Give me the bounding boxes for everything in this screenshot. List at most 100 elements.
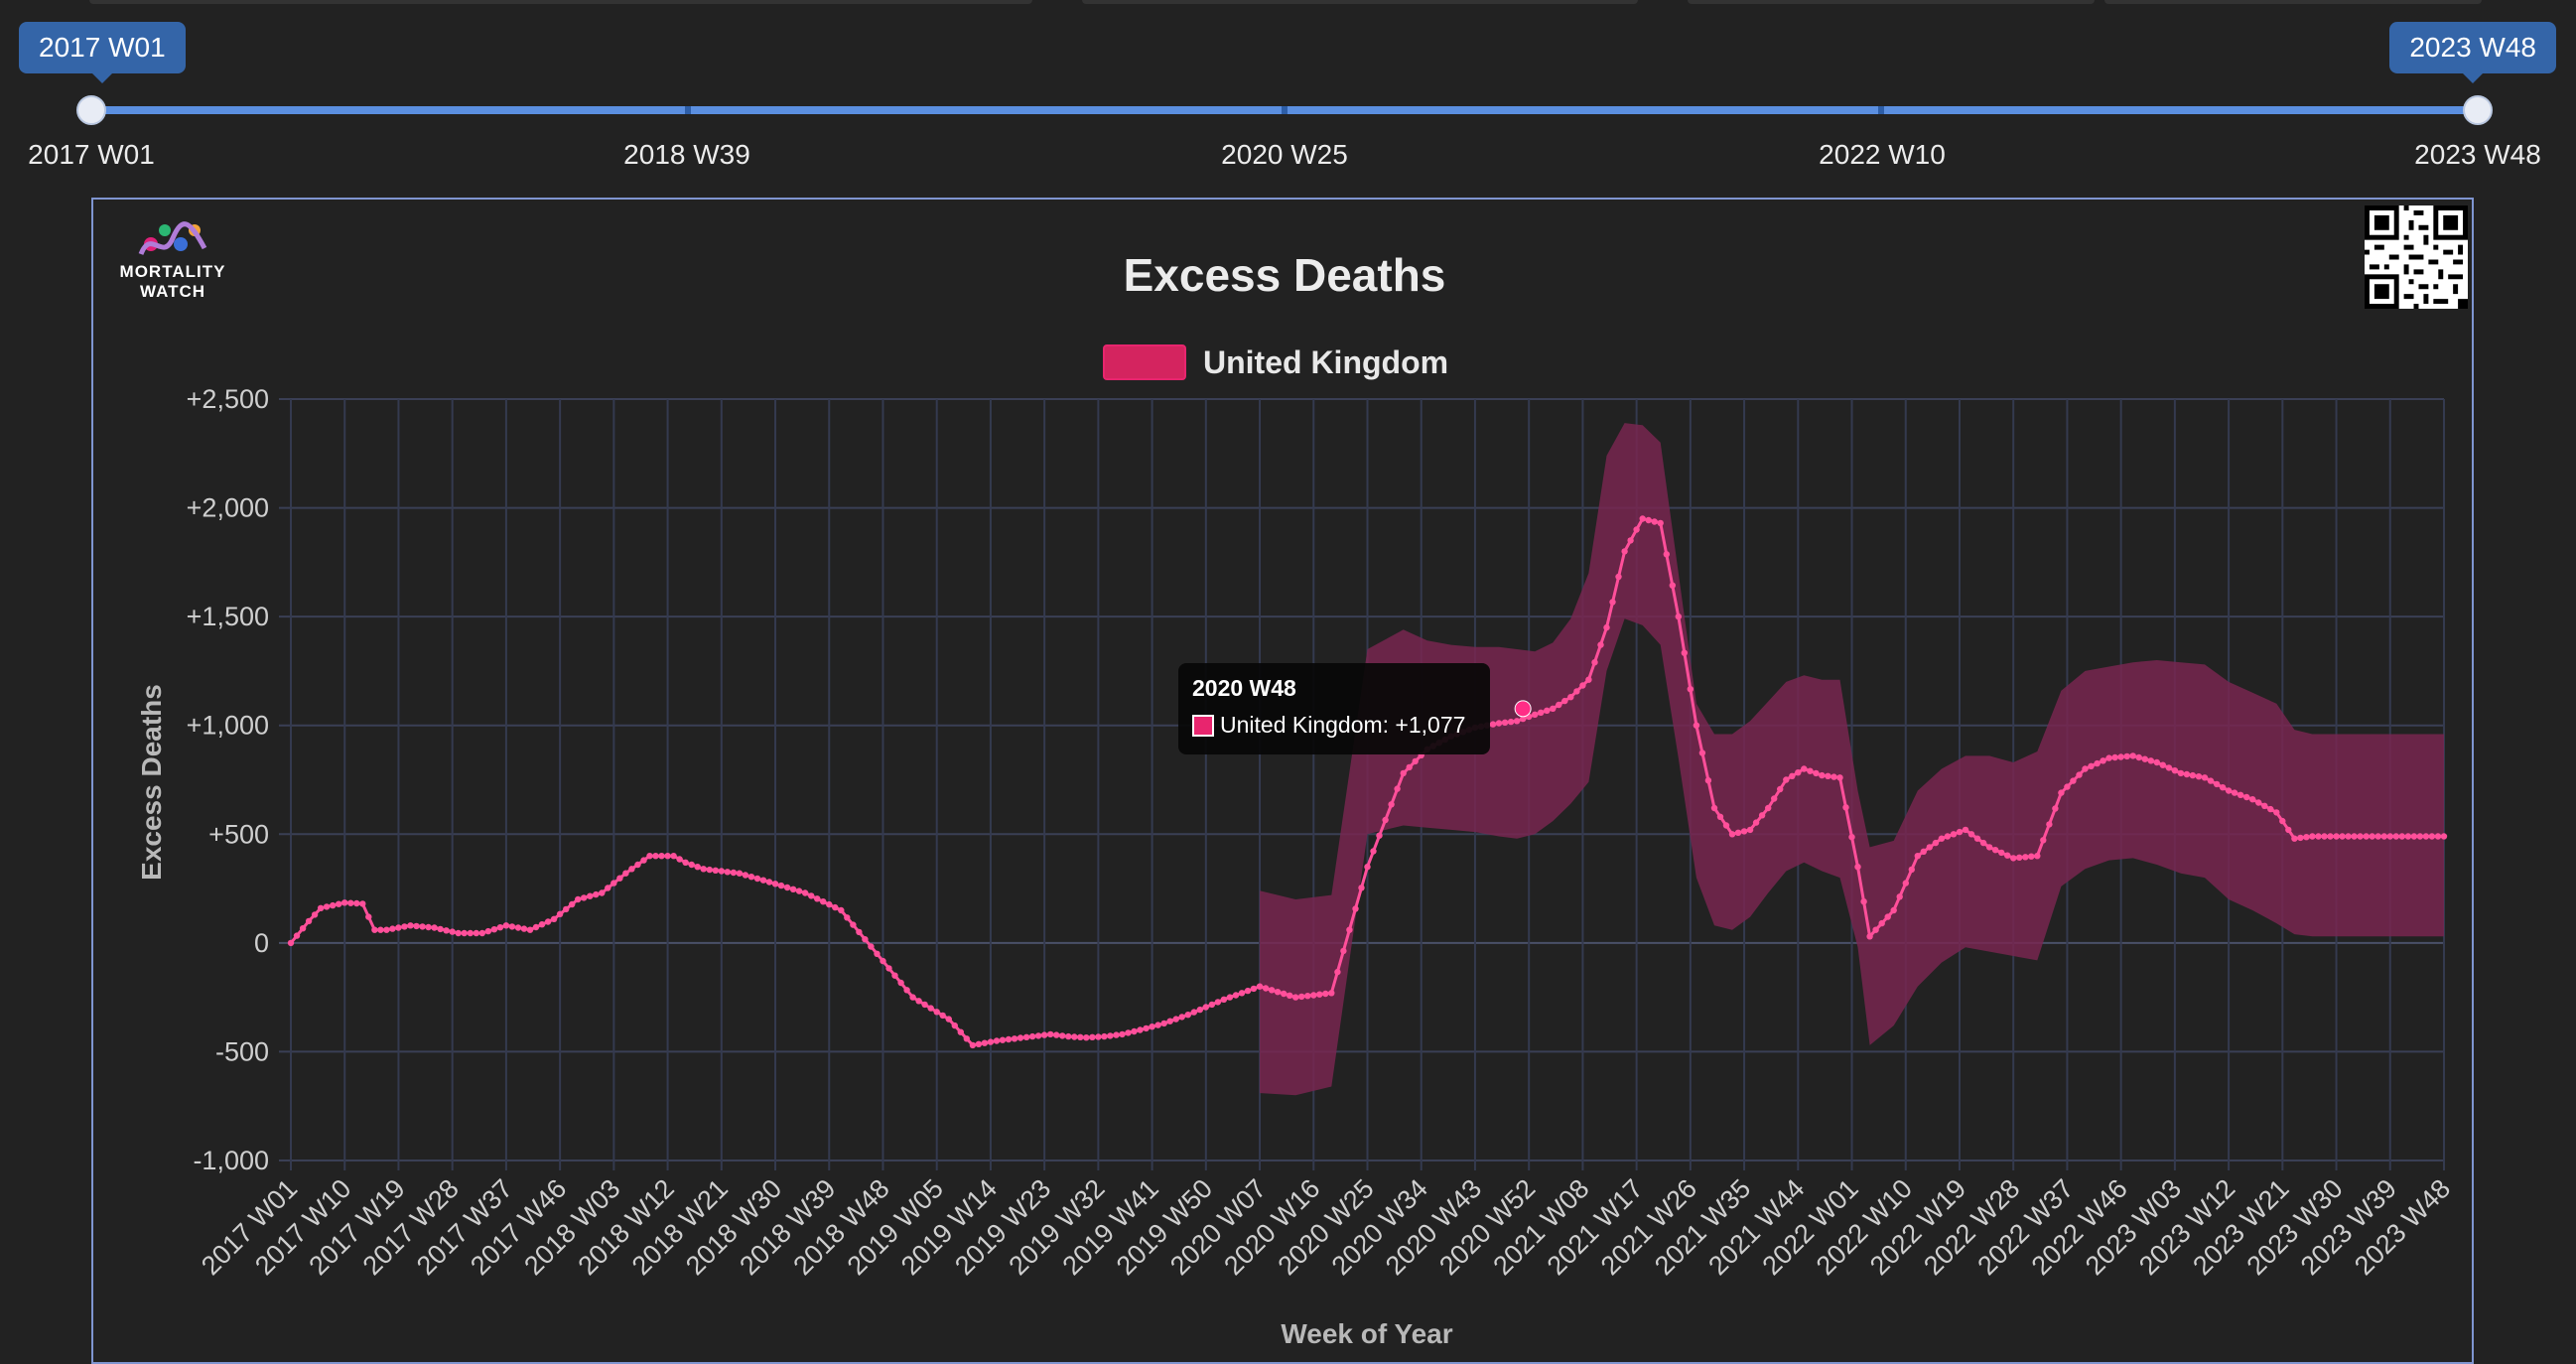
series-point: [371, 926, 378, 933]
series-point: [1256, 983, 1264, 990]
series-point: [2279, 817, 2286, 825]
top-tab-1[interactable]: [89, 0, 1032, 4]
series-point: [1752, 819, 1760, 826]
series-point: [1573, 688, 1580, 695]
series-point: [1101, 1032, 1108, 1040]
series-point: [903, 987, 910, 994]
series-point: [1166, 1018, 1173, 1024]
series-point: [1567, 694, 1574, 701]
series-point: [850, 921, 857, 928]
legend[interactable]: United Kingdom: [1103, 344, 1448, 380]
series-point: [287, 939, 295, 947]
series-point: [1932, 839, 1940, 847]
series-point: [933, 1009, 940, 1016]
legend-swatch: [1103, 344, 1186, 380]
series-point: [981, 1039, 989, 1046]
series-point: [1077, 1033, 1084, 1041]
y-tick-label: -1,000: [193, 1146, 269, 1175]
top-tab-3[interactable]: [1688, 0, 2095, 4]
series-point: [1053, 1031, 1060, 1038]
slider-end-handle[interactable]: [2463, 95, 2493, 125]
series-point: [1520, 715, 1527, 723]
series-point: [437, 925, 444, 933]
series-point: [443, 927, 450, 934]
series-point: [1107, 1032, 1114, 1039]
series-point: [1860, 898, 1867, 905]
series-point: [2285, 826, 2292, 834]
series-point: [538, 921, 546, 928]
series-point: [939, 1012, 946, 1020]
series-point: [377, 926, 384, 933]
series-point: [927, 1005, 934, 1012]
series-point: [1920, 848, 1928, 855]
highlight-point[interactable]: [1514, 700, 1532, 718]
series-point: [610, 880, 617, 887]
series-point: [921, 1001, 928, 1009]
series-point: [838, 906, 845, 914]
series-point: [634, 861, 641, 869]
series-point: [2357, 833, 2364, 840]
series-point: [724, 869, 731, 876]
mortality-watch-logo[interactable]: MORTALITY WATCH: [111, 218, 234, 308]
series-point: [1507, 718, 1515, 726]
series-point: [2351, 833, 2358, 840]
series-point: [478, 929, 485, 937]
series-point: [569, 900, 576, 908]
series-point: [2147, 757, 2154, 764]
series-point: [383, 926, 390, 933]
confidence-band: [1260, 423, 2444, 1096]
series-point: [1028, 1032, 1036, 1040]
series-point: [736, 870, 744, 877]
y-axis-label: Excess Deaths: [136, 684, 167, 881]
series-point: [1758, 812, 1766, 819]
series-point: [2034, 853, 2041, 860]
series-point: [2410, 833, 2418, 840]
series-point: [2428, 833, 2436, 840]
series-point: [712, 867, 719, 874]
series-point: [1848, 834, 1855, 841]
series-point: [484, 927, 491, 935]
series-point: [1394, 785, 1401, 792]
series-point: [2100, 757, 2106, 764]
series-point: [688, 861, 695, 869]
series-point: [862, 936, 869, 943]
series-point: [844, 914, 851, 921]
series-point: [2345, 833, 2352, 840]
series-point: [771, 881, 779, 887]
top-tab-4[interactable]: [2104, 0, 2482, 4]
series-point: [1777, 785, 1784, 793]
series-point: [323, 903, 331, 910]
series-point: [694, 864, 701, 871]
series-point: [777, 882, 785, 889]
series-point: [1908, 866, 1916, 874]
series-point: [1281, 990, 1288, 998]
series-point: [1495, 720, 1503, 727]
series-point: [2243, 793, 2250, 801]
series-point: [2380, 833, 2387, 840]
series-point: [502, 922, 510, 929]
series-point: [2213, 780, 2221, 788]
series-point: [2141, 755, 2148, 762]
series-point: [616, 875, 623, 882]
slider-tick-mark: [1282, 106, 1288, 114]
series-point: [1902, 880, 1910, 887]
series-point: [1202, 1004, 1210, 1011]
slider-start-handle[interactable]: [76, 95, 106, 125]
top-tab-2[interactable]: [1082, 0, 1638, 4]
series-point: [1627, 537, 1634, 544]
series-point: [706, 866, 713, 874]
series-point: [2249, 796, 2256, 803]
series-point: [2004, 852, 2011, 859]
series-point: [1119, 1030, 1126, 1038]
series-point: [1609, 599, 1616, 606]
series-point: [2339, 833, 2346, 840]
series-point: [1956, 828, 1964, 836]
series-point: [1274, 989, 1282, 996]
series-point: [1544, 707, 1551, 714]
y-tick-label: +2,500: [187, 384, 269, 414]
series-point: [413, 922, 420, 930]
series-point: [1657, 519, 1664, 527]
slider-label-2022-w10: 2022 W10: [1819, 139, 1946, 170]
